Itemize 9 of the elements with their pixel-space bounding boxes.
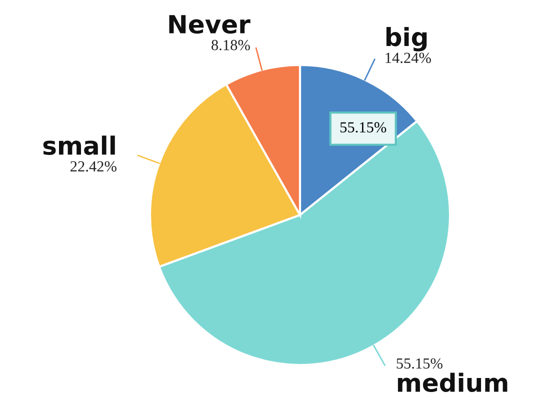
- data-label: 8.18%: [212, 40, 250, 50]
- slice-label: Never: [169, 15, 250, 34]
- data-label: 55.15%: [396, 358, 442, 369]
- slice-label: big: [386, 27, 427, 52]
- slice-label: medium: [398, 372, 508, 392]
- text: 55.15%: [340, 122, 386, 133]
- slice-label: small: [43, 136, 115, 155]
- data-label: 14.24%: [386, 52, 431, 64]
- data-label: 22.42%: [70, 161, 116, 172]
